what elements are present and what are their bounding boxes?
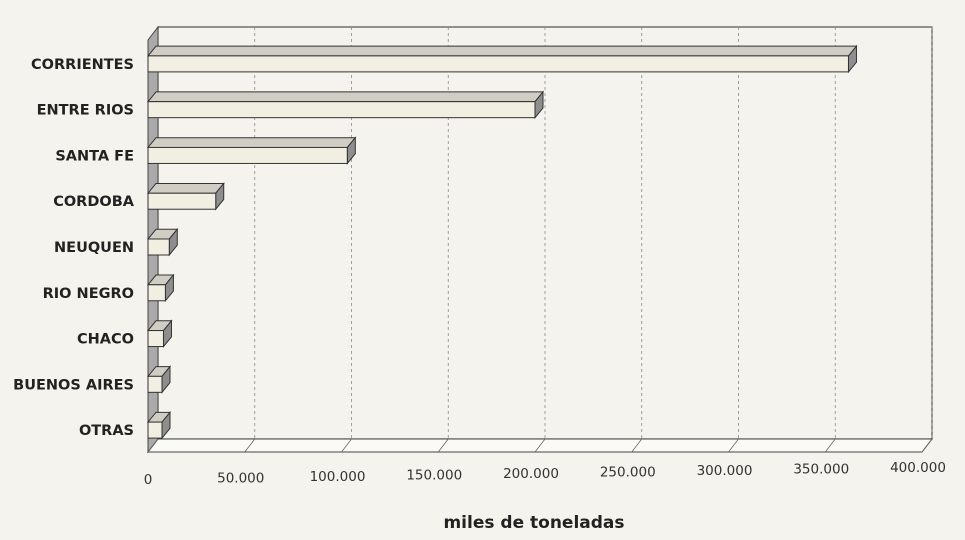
gridlines bbox=[148, 27, 932, 452]
category-label: CHACO bbox=[77, 332, 134, 348]
x-axis-label: miles de toneladas bbox=[443, 513, 624, 533]
bar bbox=[148, 102, 535, 118]
x-tick-label: 0 bbox=[144, 472, 153, 488]
category-label: OTRAS bbox=[79, 423, 134, 439]
bar bbox=[148, 239, 169, 255]
x-tick-label: 100.000 bbox=[310, 469, 366, 485]
category-label: ENTRE RIOS bbox=[37, 103, 134, 119]
category-label: NEUQUEN bbox=[54, 240, 134, 256]
x-tick-label: 50.000 bbox=[217, 471, 264, 487]
x-tick-label: 150.000 bbox=[406, 468, 462, 484]
bar-top bbox=[148, 46, 856, 56]
x-tick-label: 200.000 bbox=[503, 466, 559, 482]
category-labels: CORRIENTES ENTRE RIOS SANTA FE CORDOBA NEUQU… bbox=[13, 57, 135, 439]
bar-top bbox=[148, 138, 355, 148]
category-label: BUENOS AIRES bbox=[13, 377, 134, 393]
bar bbox=[148, 422, 162, 438]
category-label: CORDOBA bbox=[53, 194, 135, 210]
category-label: SANTA FE bbox=[55, 148, 134, 164]
bar-top bbox=[148, 92, 543, 102]
x-tick-label: 400.000 bbox=[890, 460, 946, 476]
x-tick-label: 300.000 bbox=[697, 463, 753, 479]
bar bbox=[148, 147, 347, 163]
bar bbox=[148, 331, 163, 347]
x-tick-labels: 0 50.000 100.000 150.000 200.000 250.000 300.0… bbox=[144, 460, 946, 488]
x-tick-label: 250.000 bbox=[600, 465, 656, 481]
bar bbox=[148, 285, 165, 301]
chart-walls bbox=[148, 27, 932, 452]
category-label: RIO NEGRO bbox=[43, 286, 134, 302]
bar-top bbox=[148, 183, 224, 193]
bar bbox=[148, 376, 162, 392]
x-tick-label: 350.000 bbox=[793, 462, 849, 478]
category-label: CORRIENTES bbox=[31, 57, 134, 73]
bar bbox=[148, 193, 216, 209]
bars bbox=[148, 46, 856, 438]
bar bbox=[148, 56, 848, 72]
